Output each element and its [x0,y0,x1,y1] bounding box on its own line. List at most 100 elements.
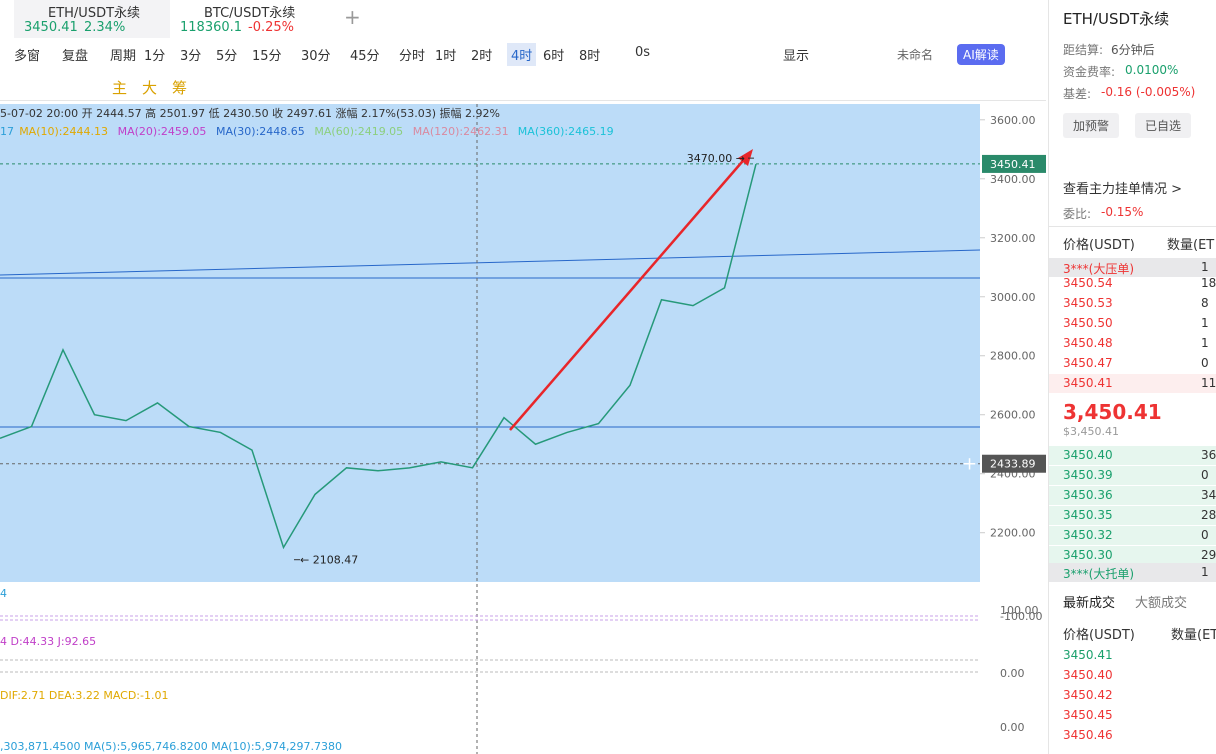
ratio-val: -0.15% [1101,205,1144,219]
depth-bar [1049,446,1216,465]
y-tick-label: 2200.00 [990,527,1036,540]
timeframe[interactable]: 6时 [543,49,565,64]
timeframe[interactable]: 分时 [399,49,426,64]
big-ask-price: 3***(大压单) [1063,262,1134,276]
sidebar-btn[interactable]: 加预警 [1063,113,1120,138]
indicator-label: 4 [0,587,7,600]
depth-bar [1049,258,1216,277]
indicator-tool[interactable]: 主 [112,79,128,97]
y-tick-label: 3600.00 [990,114,1036,127]
timeframe[interactable]: 30分 [301,49,331,64]
last-price: 3450.41 [990,158,1036,171]
bid-price: 3450.39 [1063,468,1113,482]
indicator-label: ,303,871.4500 MA(5):5,965,746.8200 MA(10… [0,740,342,753]
ratio-key: 委比: [1063,207,1092,221]
sidebar: ETH/USDT永续 距结算: 6分钟后 资金费率: 0.0100% 基差: -0.16 (… [1048,0,1216,754]
timeframe[interactable]: 5分 [216,49,238,64]
bid-qty: 34 [1201,488,1216,502]
timeframe[interactable]: 15分 [252,49,282,64]
tab-price: 3450.41 [24,20,78,35]
big-bid-qty: 1 [1201,565,1209,579]
bid-qty: 0 [1201,528,1209,542]
depth-bar [1049,486,1216,505]
ma-label: MA(30):2448.65 [216,125,305,138]
trade-price: 3450.45 [1063,708,1113,722]
bid-price: 3450.32 [1063,528,1113,542]
info-val: 6分钟后 [1111,43,1155,57]
indicator-tool[interactable]: 大 [142,79,158,97]
divider [1049,226,1216,227]
timeframe[interactable]: 1时 [435,49,457,64]
indicator-tool[interactable]: 筹 [172,79,188,97]
timeframe[interactable]: 2时 [471,49,493,64]
ai-btn[interactable]: AI解读 [957,44,1005,65]
timeframe[interactable]: 多窗 [14,49,41,64]
timeframe[interactable]: 0s [635,45,651,60]
y-tick-label: 2800.00 [990,350,1036,363]
timeframe[interactable]: 周期 [110,49,137,64]
cursor-plus: + [962,454,977,475]
big-bid-price: 3***(大托单) [1063,567,1134,581]
symbol: ETH/USDT永续 [1063,10,1170,28]
indicator-axis: -100.00 [1000,610,1042,623]
ask-qty: 1 [1201,336,1209,350]
book-header: 数量(ET [1167,238,1215,253]
ma-label: 17 [0,125,14,138]
timeframe[interactable]: 8时 [579,49,601,64]
depth-link[interactable]: 查看主力挂单情况 > [1063,182,1183,197]
y-tick-label: 2600.00 [990,409,1036,422]
arrow-head [738,149,753,166]
timeframe[interactable]: 4时 [507,43,537,66]
ask-price: 3450.50 [1063,316,1113,330]
timeframe[interactable]: 复盘 [62,49,89,64]
tab-symbol[interactable]: BTC/USDT永续 [204,6,296,21]
last-price-tag [982,154,1046,173]
timeframe[interactable]: 1分 [144,49,166,64]
tab-change: 2.34% [84,20,126,35]
trade-header: 价格(USDT) [1063,628,1135,643]
depth-bar [1049,546,1216,565]
trade-price: 3450.42 [1063,688,1113,702]
bid-price: 3450.30 [1063,548,1113,562]
bid-qty: 36 [1201,448,1216,462]
ask-price: 3450.48 [1063,336,1113,350]
indicator-axis: 0.00 [1000,721,1025,734]
ask-price: 3450.53 [1063,296,1113,310]
trade-tab[interactable]: 最新成交 [1063,596,1116,611]
sidebar-btn[interactable]: 已自选 [1135,113,1192,138]
depth-bar [1049,466,1216,485]
ask-price: 3450.47 [1063,356,1113,370]
ask-qty: 1 [1201,316,1209,330]
display-btn[interactable]: 显示 [783,49,810,64]
indicator-axis: 0.00 [1000,667,1025,680]
bid-price: 3450.36 [1063,488,1113,502]
ask-price: 3450.54 [1063,276,1113,290]
timeframe[interactable]: 45分 [350,49,380,64]
trade-tab[interactable]: 大额成交 [1135,596,1188,611]
info-val: -0.16 (-0.005%) [1101,85,1196,99]
trade-header: 数量(ET [1171,628,1216,643]
bid-qty: 0 [1201,468,1209,482]
depth-bar [1049,374,1216,393]
ohlc: 5-07-02 20:00 开 2444.57 高 2501.97 低 2430… [0,106,500,120]
info-key: 资金费率: [1063,65,1116,79]
bid-price: 3450.35 [1063,508,1113,522]
layout-name[interactable]: 未命名 [897,48,934,62]
ma-label: MA(60):2419.05 [314,125,403,138]
tab-symbol[interactable]: ETH/USDT永续 [48,6,141,21]
cursor-tag [982,454,1046,473]
low-label: ← 2108.47 [300,554,358,567]
ma-label: MA(10):2444.13 [19,125,108,138]
high-label: 3470.00 → [687,152,745,165]
tab-active [14,0,170,38]
timeframe[interactable]: 3分 [180,49,202,64]
last-usd: $3,450.41 [1063,425,1119,438]
tab-price: 118360.1 [180,20,243,35]
book-header: 价格(USDT) [1063,238,1135,253]
trade-price: 3450.46 [1063,728,1113,742]
y-tick-label: 3200.00 [990,232,1036,245]
tab-change: -0.25% [248,20,294,35]
ma-label: MA(20):2459.05 [118,125,207,138]
toolbar-border [0,100,1046,101]
